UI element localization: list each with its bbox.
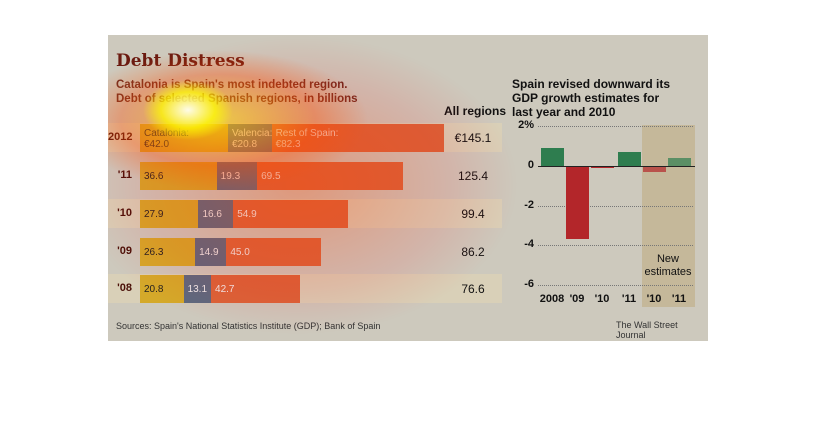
- gdp-bar: [566, 166, 589, 240]
- y-tick-label: 0: [527, 159, 534, 171]
- x-tick-label: '11: [671, 293, 687, 305]
- annotation-line-2: estimates: [644, 266, 692, 278]
- row-total: 99.4: [461, 207, 485, 221]
- new-estimates-shade: [642, 125, 695, 307]
- bar-segment-catalonia: Catalonia: €42.0: [140, 124, 228, 152]
- y-tick-label: -4: [524, 238, 534, 251]
- subtitle-line-2: Debt of selected Spanish regions, in bil…: [116, 93, 358, 105]
- row-total: 76.6: [461, 282, 485, 296]
- gdp-chart-title: Spain revised downward its GDP growth es…: [512, 77, 671, 119]
- bar-segment-rest-of-spain: Rest of Spain: €82.3: [271, 124, 444, 152]
- row-total: €145.1: [454, 131, 492, 145]
- source-note: Sources: Spain's National Statistics Ins…: [116, 321, 381, 331]
- gdp-bar: [541, 148, 564, 166]
- row-label: '10: [117, 207, 132, 219]
- bar-segment-rest-of-spain: 45.0: [226, 238, 321, 266]
- bar-segment-catalonia: 20.8: [140, 275, 184, 303]
- gridline: [538, 205, 693, 207]
- new-estimates-label: New estimates: [638, 253, 698, 279]
- bar-segment-rest-of-spain: 42.7: [211, 275, 301, 303]
- bar-segment-valencia: 19.3: [216, 162, 258, 190]
- gdp-bar: [618, 152, 641, 166]
- all-regions-header: All regions: [444, 104, 507, 118]
- gdp-bar: [668, 158, 691, 166]
- row-total: 125.4: [457, 169, 489, 183]
- row-label: '11: [117, 169, 132, 181]
- gridline: [538, 245, 693, 247]
- bar-segment-valencia: 13.1: [183, 275, 211, 303]
- credit: The Wall Street Journal: [616, 320, 678, 340]
- bar-segment-rest-of-spain: 69.5: [257, 162, 403, 190]
- bar-segment-valencia: 14.9: [195, 238, 227, 266]
- bar-segment-rest-of-spain: 54.9: [233, 200, 349, 228]
- annotation-line-1: New: [656, 253, 679, 265]
- bar-segment-catalonia: 27.9: [140, 200, 199, 228]
- y-tick-label: 2%: [518, 119, 534, 132]
- subtitle-line-1: Catalonia is Spain's most indebted regio…: [116, 79, 348, 91]
- y-tick-label: -6: [524, 277, 534, 290]
- chart-title: Debt Distress: [116, 51, 245, 71]
- chart-card: Debt Distress Catalonia is Spain's most …: [108, 35, 708, 341]
- bar-segment-valencia: 16.6: [198, 200, 234, 228]
- bar-segment-catalonia: 26.3: [140, 238, 196, 266]
- y-tick-label: -2: [524, 198, 534, 211]
- row-label: '08: [117, 282, 132, 294]
- row-label: 2012: [108, 131, 133, 143]
- zero-line: [538, 166, 695, 167]
- gridline: [538, 126, 693, 128]
- x-tick-label: '10: [594, 293, 610, 305]
- bar-segment-catalonia: 36.6: [140, 162, 217, 190]
- bar-segment-valencia: Valencia: €20.8: [227, 124, 272, 152]
- row-label: '09: [117, 245, 132, 257]
- row-total: 86.2: [461, 245, 485, 259]
- gridline: [538, 284, 693, 286]
